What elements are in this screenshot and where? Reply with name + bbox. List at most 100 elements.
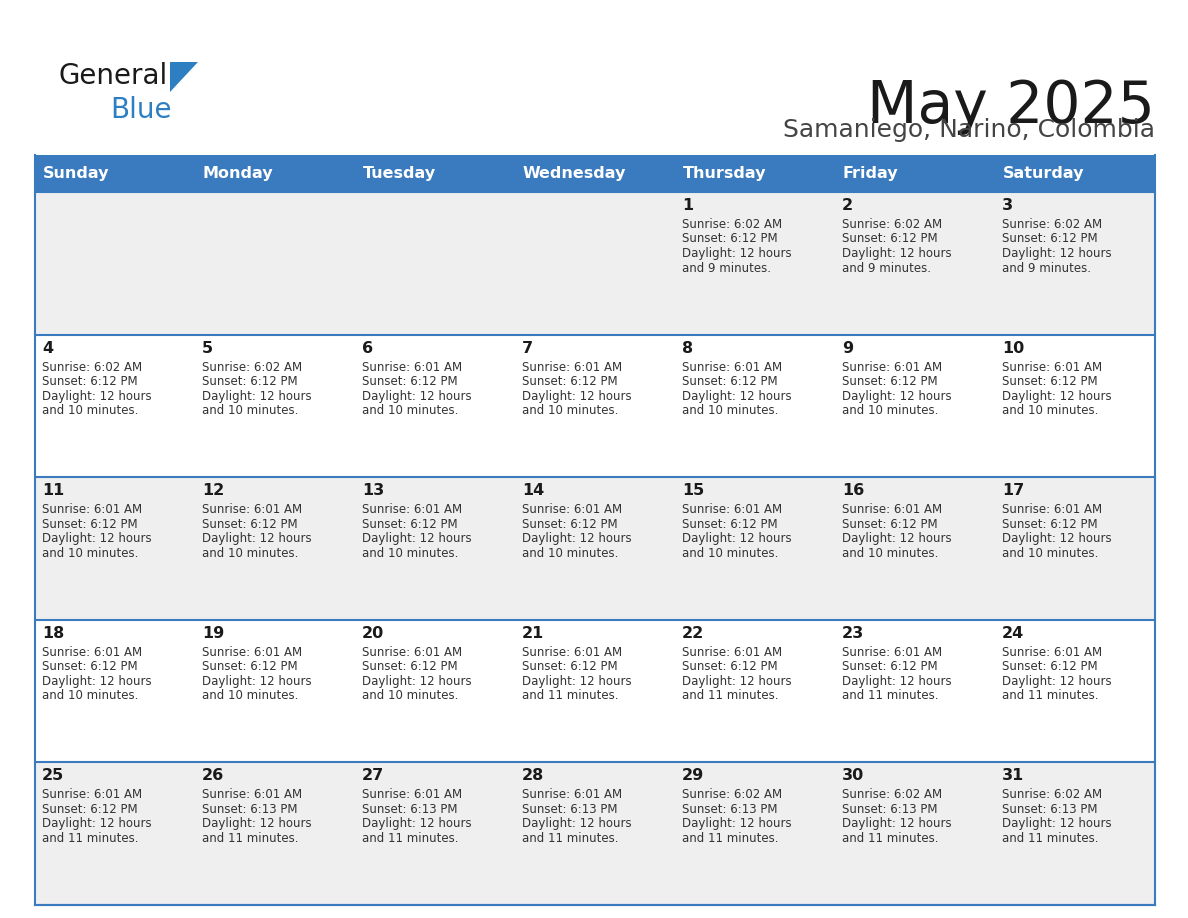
Text: and 11 minutes.: and 11 minutes.: [1001, 832, 1099, 845]
Bar: [355, 620, 516, 763]
Text: and 9 minutes.: and 9 minutes.: [682, 262, 771, 274]
Text: Daylight: 12 hours: Daylight: 12 hours: [522, 389, 632, 403]
Text: Sunrise: 6:02 AM: Sunrise: 6:02 AM: [42, 361, 143, 374]
Text: and 10 minutes.: and 10 minutes.: [682, 547, 778, 560]
Text: Sunset: 6:12 PM: Sunset: 6:12 PM: [202, 518, 298, 531]
Text: Sunrise: 6:01 AM: Sunrise: 6:01 AM: [682, 503, 782, 516]
Text: Samaniego, Narino, Colombia: Samaniego, Narino, Colombia: [783, 118, 1155, 142]
Text: and 11 minutes.: and 11 minutes.: [202, 832, 298, 845]
Bar: [996, 620, 1155, 763]
Text: Sunset: 6:13 PM: Sunset: 6:13 PM: [362, 803, 457, 816]
Text: Daylight: 12 hours: Daylight: 12 hours: [842, 389, 952, 403]
Bar: [34, 620, 195, 763]
Text: 25: 25: [42, 768, 64, 783]
Text: Sunset: 6:12 PM: Sunset: 6:12 PM: [1001, 660, 1098, 673]
Text: Sunset: 6:13 PM: Sunset: 6:13 PM: [842, 803, 937, 816]
Text: Sunrise: 6:01 AM: Sunrise: 6:01 AM: [522, 645, 623, 659]
Text: Daylight: 12 hours: Daylight: 12 hours: [522, 532, 632, 545]
Bar: [675, 477, 835, 620]
Text: Sunrise: 6:01 AM: Sunrise: 6:01 AM: [202, 645, 302, 659]
Text: 31: 31: [1001, 768, 1024, 783]
Text: Sunset: 6:12 PM: Sunset: 6:12 PM: [522, 660, 618, 673]
Text: 20: 20: [362, 626, 384, 641]
Text: Sunset: 6:12 PM: Sunset: 6:12 PM: [842, 660, 937, 673]
Text: Sunrise: 6:01 AM: Sunrise: 6:01 AM: [42, 503, 143, 516]
Text: 10: 10: [1001, 341, 1024, 355]
Text: Sunset: 6:12 PM: Sunset: 6:12 PM: [42, 803, 138, 816]
Text: 18: 18: [42, 626, 64, 641]
Text: Sunrise: 6:01 AM: Sunrise: 6:01 AM: [362, 503, 462, 516]
Text: May 2025: May 2025: [867, 78, 1155, 135]
Text: and 10 minutes.: and 10 minutes.: [202, 404, 298, 417]
Text: Sunset: 6:13 PM: Sunset: 6:13 PM: [682, 803, 777, 816]
Text: 24: 24: [1001, 626, 1024, 641]
Bar: [516, 334, 675, 477]
Bar: [355, 155, 516, 192]
Bar: [34, 192, 195, 334]
Text: Sunrise: 6:01 AM: Sunrise: 6:01 AM: [1001, 361, 1102, 374]
Text: Daylight: 12 hours: Daylight: 12 hours: [202, 389, 311, 403]
Bar: [516, 763, 675, 905]
Bar: [835, 620, 996, 763]
Text: and 10 minutes.: and 10 minutes.: [202, 547, 298, 560]
Text: Sunset: 6:12 PM: Sunset: 6:12 PM: [1001, 518, 1098, 531]
Bar: [516, 192, 675, 334]
Text: and 11 minutes.: and 11 minutes.: [362, 832, 459, 845]
Text: Sunrise: 6:01 AM: Sunrise: 6:01 AM: [1001, 645, 1102, 659]
Text: Sunrise: 6:01 AM: Sunrise: 6:01 AM: [362, 789, 462, 801]
Text: Tuesday: Tuesday: [364, 166, 436, 181]
Text: Sunset: 6:12 PM: Sunset: 6:12 PM: [362, 660, 457, 673]
Text: 5: 5: [202, 341, 213, 355]
Text: Daylight: 12 hours: Daylight: 12 hours: [42, 389, 152, 403]
Text: Sunrise: 6:01 AM: Sunrise: 6:01 AM: [202, 789, 302, 801]
Text: Monday: Monday: [203, 166, 273, 181]
Bar: [195, 763, 355, 905]
Bar: [675, 620, 835, 763]
Text: Daylight: 12 hours: Daylight: 12 hours: [682, 247, 791, 260]
Text: 28: 28: [522, 768, 544, 783]
Text: Daylight: 12 hours: Daylight: 12 hours: [202, 532, 311, 545]
Text: and 10 minutes.: and 10 minutes.: [842, 404, 939, 417]
Bar: [34, 155, 195, 192]
Text: 19: 19: [202, 626, 225, 641]
Text: and 10 minutes.: and 10 minutes.: [362, 404, 459, 417]
Text: Blue: Blue: [110, 96, 171, 124]
Text: Sunset: 6:12 PM: Sunset: 6:12 PM: [682, 375, 778, 388]
Text: Sunrise: 6:01 AM: Sunrise: 6:01 AM: [522, 503, 623, 516]
Text: and 10 minutes.: and 10 minutes.: [202, 689, 298, 702]
Text: Sunday: Sunday: [43, 166, 109, 181]
Text: Sunset: 6:12 PM: Sunset: 6:12 PM: [42, 375, 138, 388]
Text: 22: 22: [682, 626, 704, 641]
Text: Sunset: 6:12 PM: Sunset: 6:12 PM: [202, 375, 298, 388]
Bar: [996, 763, 1155, 905]
Text: 8: 8: [682, 341, 693, 355]
Bar: [34, 477, 195, 620]
Text: Sunrise: 6:01 AM: Sunrise: 6:01 AM: [842, 503, 942, 516]
Bar: [996, 192, 1155, 334]
Text: and 11 minutes.: and 11 minutes.: [842, 689, 939, 702]
Text: Daylight: 12 hours: Daylight: 12 hours: [682, 817, 791, 831]
Text: and 10 minutes.: and 10 minutes.: [842, 547, 939, 560]
Text: Sunset: 6:12 PM: Sunset: 6:12 PM: [842, 518, 937, 531]
Text: 13: 13: [362, 483, 384, 498]
Text: 17: 17: [1001, 483, 1024, 498]
Text: 6: 6: [362, 341, 373, 355]
Text: 2: 2: [842, 198, 853, 213]
Text: Daylight: 12 hours: Daylight: 12 hours: [842, 247, 952, 260]
Text: 26: 26: [202, 768, 225, 783]
Bar: [195, 477, 355, 620]
Text: and 10 minutes.: and 10 minutes.: [1001, 404, 1099, 417]
Text: Daylight: 12 hours: Daylight: 12 hours: [682, 675, 791, 688]
Text: Daylight: 12 hours: Daylight: 12 hours: [42, 817, 152, 831]
Text: Sunrise: 6:01 AM: Sunrise: 6:01 AM: [842, 645, 942, 659]
Text: Sunset: 6:12 PM: Sunset: 6:12 PM: [522, 518, 618, 531]
Text: 3: 3: [1001, 198, 1013, 213]
Bar: [195, 334, 355, 477]
Text: and 10 minutes.: and 10 minutes.: [522, 404, 619, 417]
Text: Sunset: 6:12 PM: Sunset: 6:12 PM: [1001, 375, 1098, 388]
Text: Daylight: 12 hours: Daylight: 12 hours: [522, 675, 632, 688]
Bar: [835, 477, 996, 620]
Text: and 11 minutes.: and 11 minutes.: [682, 832, 778, 845]
Text: 23: 23: [842, 626, 864, 641]
Bar: [355, 763, 516, 905]
